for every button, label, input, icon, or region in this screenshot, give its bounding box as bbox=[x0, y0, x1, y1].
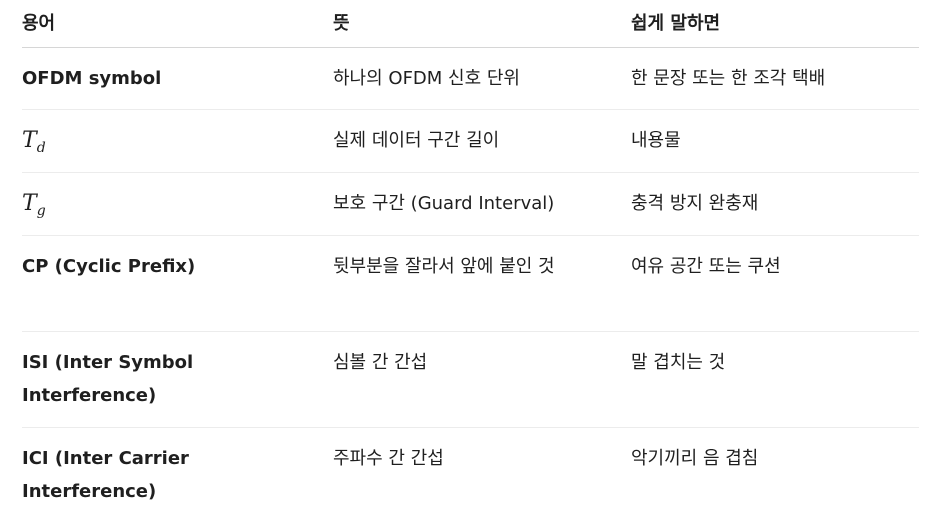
term-cell: CP (Cyclic Prefix) bbox=[22, 256, 196, 277]
simple-cell: 충격 방지 완충재 bbox=[631, 193, 759, 214]
term-cell: ICI (Inter Carrier Interference) bbox=[22, 448, 189, 502]
math-base: T bbox=[22, 128, 37, 153]
math-term: Td bbox=[22, 128, 46, 156]
terminology-table: 용어 뜻 쉽게 말하면 OFDM symbol 하나의 OFDM 신호 단위 한… bbox=[22, 0, 919, 528]
header-term: 용어 bbox=[22, 13, 56, 34]
table-row: OFDM symbol 하나의 OFDM 신호 단위 한 문장 또는 한 조각 … bbox=[22, 48, 919, 110]
simple-cell: 여유 공간 또는 쿠션 bbox=[631, 256, 781, 277]
math-subscript: g bbox=[36, 203, 46, 219]
header-simple: 쉽게 말하면 bbox=[631, 13, 721, 34]
meaning-cell: 뒷부분을 잘라서 앞에 붙인 것 bbox=[333, 256, 555, 277]
meaning-cell: 실제 데이터 구간 길이 bbox=[333, 130, 500, 151]
meaning-cell: 보호 구간 (Guard Interval) bbox=[333, 193, 555, 214]
simple-cell: 악기끼리 음 겹침 bbox=[631, 448, 759, 469]
table-header-row: 용어 뜻 쉽게 말하면 bbox=[22, 0, 919, 48]
math-base: T bbox=[22, 191, 37, 216]
meaning-cell: 주파수 간 간섭 bbox=[333, 448, 444, 469]
term-cell: Tg bbox=[22, 187, 333, 235]
math-term: Tg bbox=[22, 191, 46, 219]
table-row: CP (Cyclic Prefix) 뒷부분을 잘라서 앞에 붙인 것 여유 공… bbox=[22, 236, 919, 332]
header-meaning: 뜻 bbox=[333, 13, 350, 34]
table-row: Td 실제 데이터 구간 길이 내용물 bbox=[22, 110, 919, 173]
simple-cell: 말 겹치는 것 bbox=[631, 352, 726, 373]
simple-cell: 한 문장 또는 한 조각 택배 bbox=[631, 68, 826, 89]
math-subscript: d bbox=[36, 140, 46, 156]
table-row: Tg 보호 구간 (Guard Interval) 충격 방지 완충재 bbox=[22, 173, 919, 236]
meaning-cell: 하나의 OFDM 신호 단위 bbox=[333, 68, 520, 89]
table-row: ICI (Inter Carrier Interference) 주파수 간 간… bbox=[22, 428, 919, 528]
term-cell: ISI (Inter Symbol Interference) bbox=[22, 352, 194, 406]
table-row: ISI (Inter Symbol Interference) 심볼 간 간섭 … bbox=[22, 332, 919, 428]
meaning-cell: 심볼 간 간섭 bbox=[333, 352, 428, 373]
simple-cell: 내용물 bbox=[631, 130, 681, 151]
term-cell: OFDM symbol bbox=[22, 68, 162, 89]
term-cell: Td bbox=[22, 124, 333, 172]
